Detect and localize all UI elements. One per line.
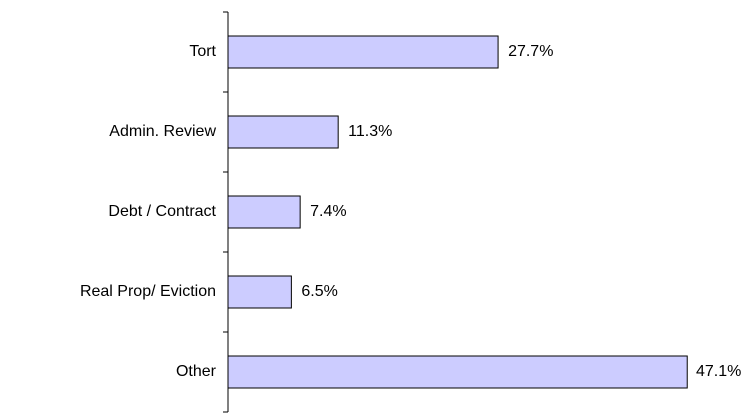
category-label: Admin. Review [109, 123, 216, 140]
value-label: 6.5% [301, 283, 337, 300]
category-label: Debt / Contract [108, 203, 216, 220]
value-label: 7.4% [310, 203, 346, 220]
category-label: Tort [189, 43, 216, 60]
bar [227, 115, 339, 149]
category-label: Real Prop/ Eviction [80, 283, 216, 300]
bar [227, 35, 499, 69]
value-label: 11.3% [348, 123, 392, 140]
value-label: 47.1% [696, 363, 741, 380]
category-label: Other [176, 363, 217, 380]
value-label: 27.7% [508, 43, 553, 60]
bar [227, 355, 688, 389]
bar [227, 275, 292, 309]
bar [227, 195, 301, 229]
